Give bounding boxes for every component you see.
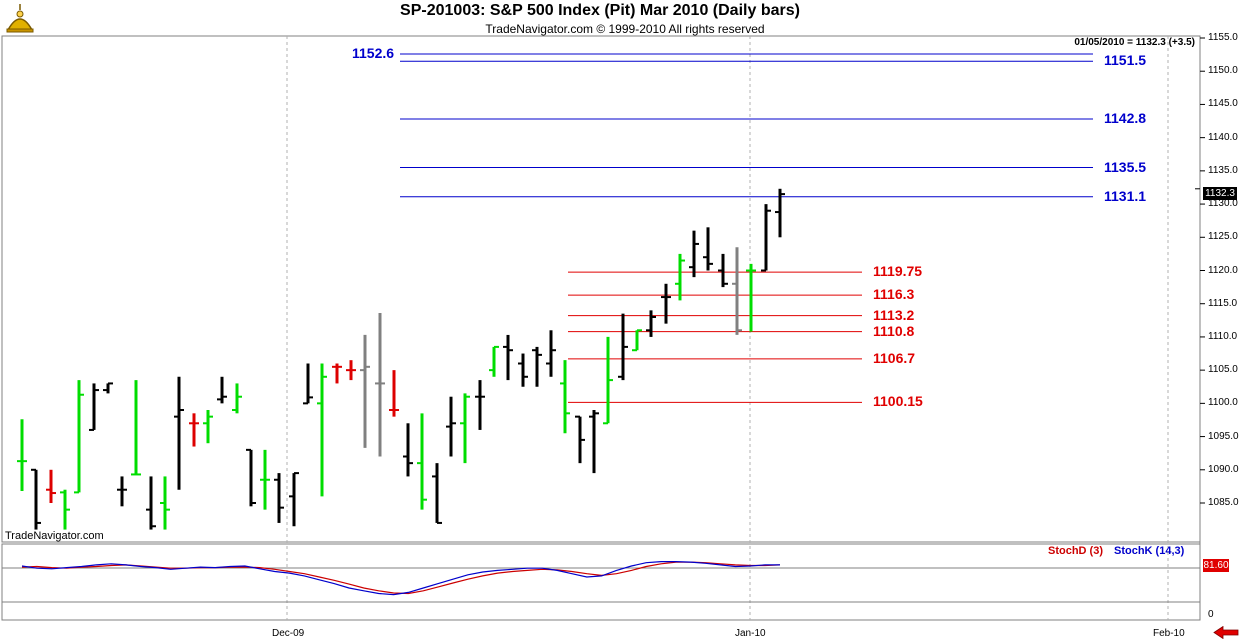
y-tick-label: 1085.0 [1208, 497, 1239, 508]
stochd-legend: StochD (3) [1048, 545, 1103, 557]
last-price-tag: 1132.3 [1203, 187, 1237, 200]
y-tick-label: 1140.0 [1208, 131, 1238, 143]
y-tick-label: 1145.0 [1208, 98, 1238, 110]
support-label: 1116.3 [873, 286, 915, 303]
x-tick-label: Feb-10 [1153, 628, 1185, 639]
y-tick-label: 1115.0 [1208, 297, 1238, 309]
stochk-line [21, 560, 780, 596]
resistance-label: 1151.5 [1104, 52, 1147, 69]
support-label: 1100.15 [873, 393, 923, 410]
x-tick-label: Jan-10 [735, 628, 766, 639]
sextant-logo-icon [3, 2, 37, 34]
indicator-panel-frame [1, 543, 1201, 621]
stoch-value-tag: 81.60 [1203, 559, 1229, 572]
y-tick-label: 1095.0 [1208, 430, 1239, 442]
y-tick-label: 1120.0 [1208, 264, 1238, 276]
x-tick-label: Dec-09 [272, 628, 305, 639]
y-tick-label: 1110.0 [1208, 330, 1238, 342]
watermark: TradeNavigator.com [5, 530, 104, 542]
y-tick-label: 1125.0 [1208, 231, 1238, 243]
price-panel-frame [1, 35, 1201, 543]
stochk-legend: StochK (14,3) [1114, 545, 1185, 557]
resistance-label: 1131.1 [1104, 187, 1147, 204]
support-label: 1119.75 [873, 263, 923, 280]
resistance-label: 1135.5 [1104, 158, 1147, 175]
y-tick-label: 1100.0 [1208, 397, 1238, 409]
y-tick-label: 1130.0 [1208, 198, 1238, 210]
y-tick-label: 1135.0 [1208, 164, 1238, 176]
support-label: 1113.2 [873, 306, 915, 323]
y-tick-label: 1155.0 [1208, 32, 1238, 43]
y-tick-label: 1150.0 [1208, 65, 1238, 77]
resistance-label: 1152.6 [352, 44, 395, 61]
left-arrow-icon[interactable] [1213, 625, 1239, 640]
resistance-label: 1142.8 [1104, 110, 1147, 127]
support-label: 1106.7 [873, 349, 916, 366]
support-label: 1110.8 [873, 322, 915, 339]
stoch-zero-label: 0 [1208, 609, 1214, 620]
chart-subtitle: TradeNavigator.com © 1999-2010 All right… [485, 22, 765, 36]
chart-title: SP-201003: S&P 500 Index (Pit) Mar 2010 … [400, 2, 800, 19]
y-tick-label: 1105.0 [1208, 364, 1238, 376]
y-tick-label: 1090.0 [1208, 463, 1239, 475]
last-quote: 01/05/2010 = 1132.3 (+3.5) [1074, 37, 1195, 48]
stochd-line [21, 561, 781, 595]
